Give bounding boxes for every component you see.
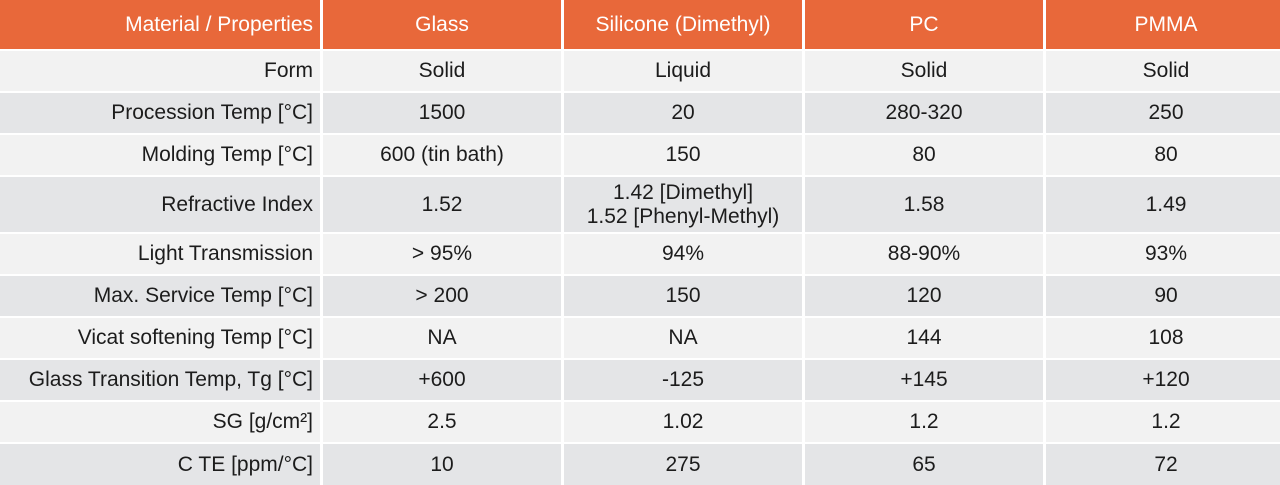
row-label: Vicat softening Temp [°C] bbox=[0, 318, 320, 358]
table-cell: +120 bbox=[1046, 360, 1280, 400]
header-pmma: PMMA bbox=[1046, 0, 1280, 49]
row-label: Form bbox=[0, 51, 320, 91]
table-cell: 72 bbox=[1046, 444, 1280, 485]
table-cell: 250 bbox=[1046, 93, 1280, 133]
table-cell: 2.5 bbox=[323, 402, 561, 442]
table-cell: 108 bbox=[1046, 318, 1280, 358]
table-cell: 1.52 bbox=[323, 177, 561, 232]
table-cell: NA bbox=[564, 318, 802, 358]
table-cell: 120 bbox=[805, 276, 1043, 316]
table-cell: 1.2 bbox=[1046, 402, 1280, 442]
table-cell: +145 bbox=[805, 360, 1043, 400]
row-label: Glass Transition Temp, Tg [°C] bbox=[0, 360, 320, 400]
table-cell: 65 bbox=[805, 444, 1043, 485]
table-cell: > 200 bbox=[323, 276, 561, 316]
row-label: Refractive Index bbox=[0, 177, 320, 232]
table-cell: > 95% bbox=[323, 234, 561, 274]
table-cell: Liquid bbox=[564, 51, 802, 91]
row-label: Molding Temp [°C] bbox=[0, 135, 320, 175]
table-cell: NA bbox=[323, 318, 561, 358]
row-label: Light Transmission bbox=[0, 234, 320, 274]
table-cell: 94% bbox=[564, 234, 802, 274]
row-label: Procession Temp [°C] bbox=[0, 93, 320, 133]
row-label: C TE [ppm/°C] bbox=[0, 444, 320, 485]
table-cell: 144 bbox=[805, 318, 1043, 358]
table-cell: 10 bbox=[323, 444, 561, 485]
row-label: SG [g/cm²] bbox=[0, 402, 320, 442]
table-cell: 80 bbox=[805, 135, 1043, 175]
table-cell: +600 bbox=[323, 360, 561, 400]
cell-line-2: 1.52 [Phenyl-Methyl) bbox=[586, 204, 780, 228]
table-cell: 275 bbox=[564, 444, 802, 485]
header-silicone: Silicone (Dimethyl) bbox=[564, 0, 802, 49]
table-cell: 20 bbox=[564, 93, 802, 133]
header-pc: PC bbox=[805, 0, 1043, 49]
table-cell: 80 bbox=[1046, 135, 1280, 175]
table-cell: 1.2 bbox=[805, 402, 1043, 442]
table-cell: Solid bbox=[805, 51, 1043, 91]
table-cell: Solid bbox=[1046, 51, 1280, 91]
table-cell-multiline: 1.42 [Dimethyl] 1.52 [Phenyl-Methyl) bbox=[564, 177, 802, 232]
table-cell: 88-90% bbox=[805, 234, 1043, 274]
table-cell: Solid bbox=[323, 51, 561, 91]
table-cell: 90 bbox=[1046, 276, 1280, 316]
table-cell: 600 (tin bath) bbox=[323, 135, 561, 175]
table-cell: -125 bbox=[564, 360, 802, 400]
table-cell: 1.49 bbox=[1046, 177, 1280, 232]
table-cell: 150 bbox=[564, 276, 802, 316]
cell-line-1: 1.42 [Dimethyl] bbox=[612, 181, 754, 205]
table-cell: 280-320 bbox=[805, 93, 1043, 133]
table-cell: 1500 bbox=[323, 93, 561, 133]
table-cell: 1.58 bbox=[805, 177, 1043, 232]
table-cell: 1.02 bbox=[564, 402, 802, 442]
row-label: Max. Service Temp [°C] bbox=[0, 276, 320, 316]
table-cell: 150 bbox=[564, 135, 802, 175]
table-cell: 93% bbox=[1046, 234, 1280, 274]
header-glass: Glass bbox=[323, 0, 561, 49]
header-material-properties: Material / Properties bbox=[0, 0, 320, 49]
